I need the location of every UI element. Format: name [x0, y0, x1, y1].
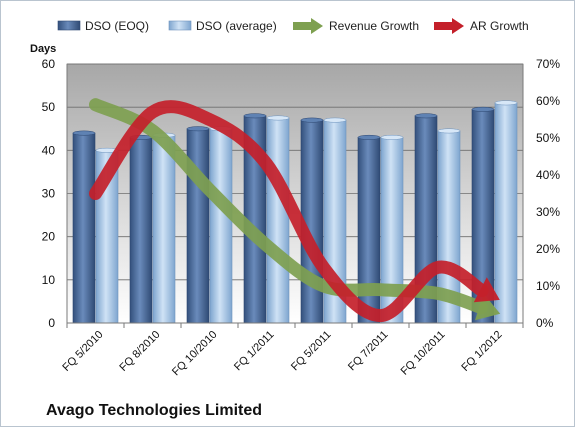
x-tick-label: FQ 5/2010 [60, 329, 105, 374]
bar-cap [471, 106, 495, 112]
x-tick-label: FQ 10/2011 [399, 329, 448, 378]
y-left-tick-label: 50 [42, 100, 56, 114]
y-left-tick-label: 30 [42, 187, 56, 201]
bar-cap [266, 115, 290, 121]
line-ar-growth [89, 100, 489, 323]
arrowhead-ar-growth [473, 277, 500, 303]
x-tick-label: FQ 8/2010 [117, 329, 162, 374]
y-right-tick-label: 40% [536, 168, 560, 182]
bar-dso-eoq-fq-8-2010 [129, 137, 153, 324]
bar-cap [323, 117, 347, 123]
y-left-tick-label: 40 [42, 143, 56, 157]
bar-dso-average-fq-1-2012 [494, 102, 518, 324]
bar-dso-average-fq-10-2010 [209, 128, 233, 324]
bar-cap [186, 126, 210, 132]
line-revenue-growth [89, 98, 488, 315]
y-left-tick-label: 20 [42, 230, 56, 244]
legend-item-dso-eoq: DSO (EOQ) [57, 19, 149, 33]
growth-lines [89, 98, 501, 323]
bar-cap [243, 113, 267, 119]
y-left-tick-label: 60 [42, 57, 56, 71]
legend-item-dso-average: DSO (average) [168, 19, 277, 33]
y-right-tick-label: 50% [536, 131, 560, 145]
legend-label-dso-eoq: DSO (EOQ) [85, 19, 149, 33]
x-tick-label: FQ 1/2012 [459, 329, 504, 374]
bar-cap [494, 100, 518, 106]
y-right-tick-label: 70% [536, 57, 560, 71]
bars [72, 100, 518, 324]
legend-item-ar-growth: AR Growth [434, 18, 529, 34]
y-right-tick-label: 0% [536, 316, 554, 330]
legend-item-revenue-growth: Revenue Growth [293, 18, 419, 34]
y-left-tick-label: 0 [48, 316, 55, 330]
y-right-tick-label: 20% [536, 242, 560, 256]
y-right-tick-label: 10% [536, 279, 560, 293]
y-left-axis-title: Days [30, 43, 56, 55]
legend-label-revenue-growth: Revenue Growth [329, 19, 419, 33]
y-right-tick-label: 30% [536, 205, 560, 219]
bar-dso-eoq-fq-10-2010 [186, 128, 210, 324]
bar-dso-average-fq-1-2011 [266, 117, 290, 324]
arrowhead-revenue-growth [475, 293, 501, 321]
x-tick-label: FQ 1/2011 [232, 329, 277, 374]
bar-cap [300, 117, 324, 123]
x-tick-label: FQ 10/2010 [170, 329, 220, 379]
bar-dso-eoq-fq-5-2010 [72, 132, 96, 324]
bar-cap [72, 130, 96, 136]
bar-dso-average-fq-8-2010 [152, 134, 176, 324]
legend: DSO (EOQ) DSO (average) Revenue Growth A… [57, 18, 529, 34]
bar-cap [437, 128, 461, 134]
company-name: Avago Technologies Limited [46, 402, 262, 419]
bar-cap [380, 134, 404, 140]
bar-cap [357, 134, 381, 140]
x-tick-label: FQ 7/2011 [346, 329, 391, 374]
y-left-tick-label: 10 [42, 273, 56, 287]
x-tick-label: FQ 5/2011 [289, 329, 334, 374]
y-right-tick-label: 60% [536, 94, 560, 108]
legend-label-ar-growth: AR Growth [470, 19, 529, 33]
bar-cap [414, 113, 438, 119]
legend-label-dso-average: DSO (average) [196, 19, 277, 33]
